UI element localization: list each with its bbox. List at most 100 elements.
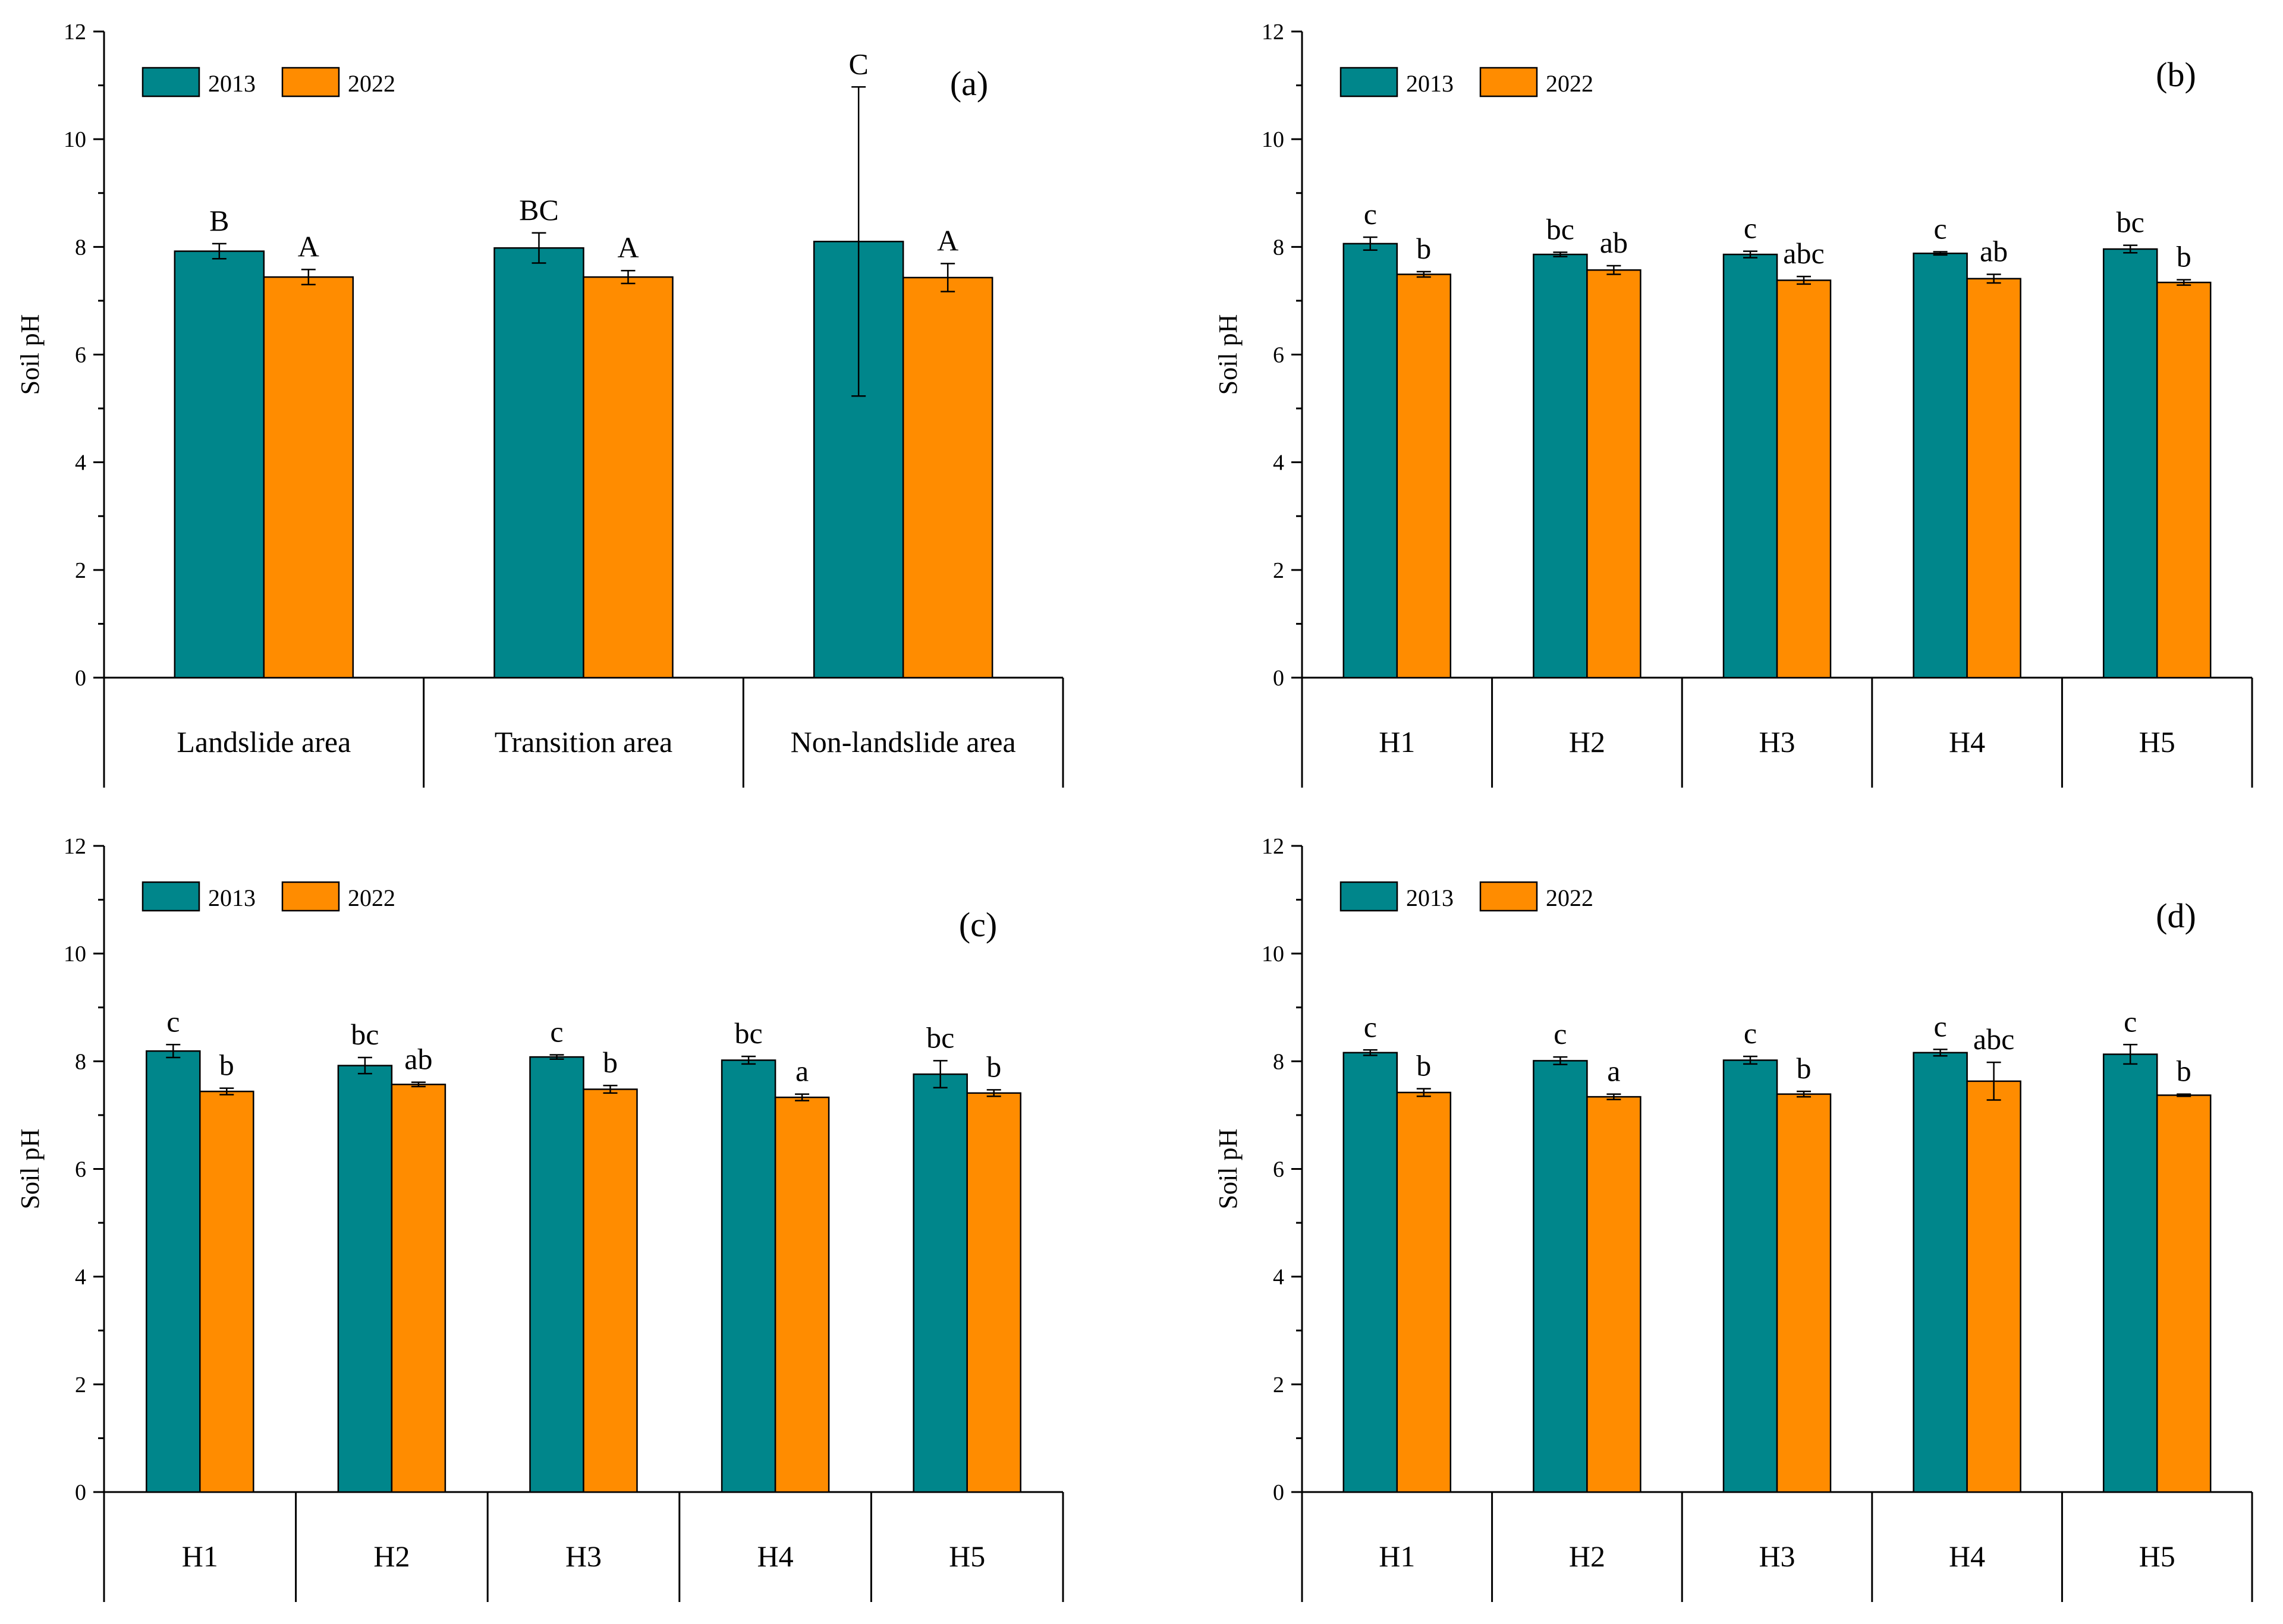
category-label: H4 bbox=[1949, 725, 1985, 759]
y-tick-label: 4 bbox=[75, 1265, 86, 1290]
legend-label: 2013 bbox=[208, 885, 256, 911]
significance-label: BC bbox=[519, 193, 559, 226]
bar-2022-2 bbox=[1586, 1096, 1642, 1493]
bar-2013-2 bbox=[1533, 253, 1588, 679]
significance-label: c bbox=[1554, 1017, 1567, 1050]
significance-label: c bbox=[1364, 1010, 1377, 1043]
y-tick-label: 8 bbox=[75, 235, 86, 260]
y-tick-label: 2 bbox=[75, 558, 86, 583]
bar-2013-3 bbox=[529, 1056, 584, 1493]
significance-label: b bbox=[2177, 1055, 2191, 1088]
significance-label: C bbox=[848, 47, 868, 80]
legend-swatch-2022 bbox=[281, 881, 340, 912]
y-tick-label: 12 bbox=[64, 20, 86, 45]
legend-label: 2022 bbox=[348, 70, 395, 97]
significance-label: c bbox=[1933, 212, 1946, 245]
y-tick-label: 2 bbox=[1273, 1373, 1284, 1398]
chart-panel-4: 0 2 4 6 8 10 12 Soil pH c c c c c b a b abc b H1 H2 H3 H4 H5 20… bbox=[1213, 834, 2253, 1602]
category-label: H3 bbox=[1759, 1540, 1795, 1573]
category-label: H5 bbox=[949, 1540, 985, 1573]
y-tick-label: 8 bbox=[75, 1049, 86, 1074]
significance-label: B bbox=[209, 204, 229, 237]
significance-label: b bbox=[219, 1049, 234, 1082]
y-tick-label: 2 bbox=[75, 1373, 86, 1398]
category-label: H3 bbox=[1759, 725, 1795, 759]
bar-2013-1 bbox=[1342, 1052, 1398, 1493]
significance-label: A bbox=[937, 224, 958, 257]
y-axis-label: Soil pH bbox=[15, 1129, 45, 1210]
bar-2022-2 bbox=[583, 276, 674, 679]
legend-swatch-2022 bbox=[281, 67, 340, 97]
panel-label: (a) bbox=[950, 64, 988, 103]
y-tick-label: 8 bbox=[1273, 1049, 1284, 1074]
bar-2022-2 bbox=[391, 1084, 446, 1493]
legend-label: 2022 bbox=[1546, 70, 1593, 97]
y-tick-label: 10 bbox=[1262, 942, 1284, 967]
significance-label: b bbox=[2177, 240, 2191, 273]
legend-swatch-2013 bbox=[141, 67, 200, 97]
chart-panel-1: 0 2 4 6 8 10 12 Soil pH B BC C A A A Landslide area Tra… bbox=[15, 20, 1064, 788]
bar-2013-3 bbox=[1722, 253, 1778, 679]
significance-label: b bbox=[603, 1046, 618, 1079]
category-label: H3 bbox=[565, 1540, 602, 1573]
bar-2022-1 bbox=[1396, 1091, 1452, 1493]
category-label: H4 bbox=[757, 1540, 794, 1573]
y-tick-label: 6 bbox=[75, 343, 86, 368]
y-axis-label: Soil pH bbox=[1213, 314, 1243, 395]
category-label: H1 bbox=[182, 1540, 218, 1573]
legend-label: 2022 bbox=[1546, 885, 1593, 911]
significance-label: A bbox=[298, 229, 319, 263]
significance-label: bc bbox=[734, 1016, 762, 1050]
bar-2013-4 bbox=[1913, 252, 1968, 679]
y-tick-label: 0 bbox=[1273, 1480, 1284, 1505]
significance-label: bc bbox=[2117, 206, 2144, 239]
bar-2022-1 bbox=[1396, 273, 1452, 679]
significance-label: c bbox=[1933, 1009, 1946, 1043]
y-tick-label: 10 bbox=[1262, 127, 1284, 152]
legend-label: 2013 bbox=[208, 70, 256, 97]
y-tick-label: 0 bbox=[1273, 666, 1284, 691]
category-label: Transition area bbox=[495, 725, 673, 759]
y-axis-label: Soil pH bbox=[1213, 1129, 1243, 1210]
y-tick-label: 4 bbox=[75, 451, 86, 476]
y-tick-label: 6 bbox=[1273, 1157, 1284, 1182]
panel-label: (d) bbox=[2156, 896, 2196, 935]
bar-2013-1 bbox=[146, 1050, 201, 1493]
significance-label: abc bbox=[1973, 1022, 2014, 1056]
category-label: H5 bbox=[2139, 1540, 2175, 1573]
significance-label: b bbox=[1797, 1052, 1812, 1085]
bar-2022-4 bbox=[774, 1096, 830, 1493]
significance-label: ab bbox=[1600, 226, 1628, 259]
bar-2022-1 bbox=[199, 1090, 254, 1493]
bar-2013-5 bbox=[913, 1073, 968, 1493]
bar-2022-3 bbox=[902, 276, 993, 679]
bar-2022-4 bbox=[1966, 278, 2021, 679]
category-label: H4 bbox=[1949, 1540, 1985, 1573]
bar-2013-5 bbox=[2102, 248, 2158, 679]
significance-label: c bbox=[550, 1015, 563, 1048]
bar-2013-2 bbox=[1533, 1060, 1588, 1493]
significance-label: a bbox=[795, 1055, 809, 1088]
y-axis-label: Soil pH bbox=[15, 314, 45, 395]
significance-label: bc bbox=[926, 1021, 954, 1054]
y-tick-label: 6 bbox=[75, 1157, 86, 1182]
category-label: H1 bbox=[1379, 725, 1415, 759]
panel-label: (b) bbox=[2156, 55, 2196, 94]
bar-2013-2 bbox=[493, 247, 584, 679]
bar-2022-3 bbox=[583, 1088, 638, 1493]
significance-label: b bbox=[1416, 1049, 1431, 1082]
legend-swatch-2013 bbox=[1339, 67, 1398, 97]
significance-label: ab bbox=[1980, 235, 2008, 268]
legend-swatch-2022 bbox=[1479, 881, 1538, 912]
bar-2013-3 bbox=[1722, 1059, 1778, 1493]
bar-2013-4 bbox=[721, 1059, 776, 1493]
significance-label: b bbox=[1416, 232, 1431, 265]
y-tick-label: 6 bbox=[1273, 343, 1284, 368]
legend-swatch-2013 bbox=[141, 881, 200, 912]
significance-label: c bbox=[1364, 197, 1377, 231]
bar-2022-5 bbox=[966, 1092, 1021, 1493]
panel-label: (c) bbox=[959, 905, 997, 944]
significance-label: c bbox=[2124, 1005, 2137, 1038]
